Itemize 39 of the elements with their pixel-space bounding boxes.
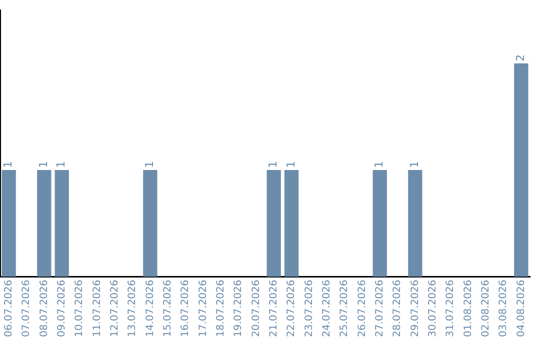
- x-tick-label: 21.07.2026: [268, 280, 280, 338]
- data-label: 1: [37, 161, 50, 168]
- x-tick-label: 08.07.2026: [38, 280, 50, 338]
- x-tick-label: 25.07.2026: [339, 280, 350, 338]
- data-label: 1: [408, 161, 422, 168]
- x-tick-label: 23.07.2026: [304, 280, 315, 338]
- x-tick-label: 30.07.2026: [427, 280, 438, 338]
- x-tick-label: 29.07.2026: [410, 280, 421, 338]
- x-tick-label: 14.07.2026: [144, 280, 156, 338]
- x-tick-label: 27.07.2026: [374, 280, 386, 338]
- x-tick-label: 12.07.2026: [109, 280, 120, 338]
- x-tick-label: 20.07.2026: [250, 280, 262, 338]
- x-tick-label: 06.07.2026: [3, 280, 14, 338]
- x-tick-label: 07.07.2026: [21, 280, 32, 338]
- x-tick-label: 10.07.2026: [74, 280, 86, 338]
- x-tick-label: 03.08.2026: [498, 280, 510, 338]
- data-label: 1: [372, 161, 386, 168]
- x-tick-label: 31.07.2026: [445, 280, 456, 338]
- x-tick-label: 24.07.2026: [321, 280, 332, 338]
- x-tick-label: 19.07.2026: [233, 280, 244, 338]
- x-tick-label: 15.07.2026: [162, 280, 174, 338]
- data-label: 2: [514, 54, 528, 62]
- x-tick-label: 28.07.2026: [392, 280, 404, 338]
- data-label: 1: [54, 161, 68, 168]
- x-tick-label: 22.07.2026: [286, 280, 298, 338]
- x-tick-label: 16.07.2026: [180, 280, 192, 338]
- x-tick-label: 17.07.2026: [198, 280, 209, 338]
- x-tick-label: 13.07.2026: [127, 280, 138, 338]
- x-tick-label: 02.08.2026: [480, 280, 492, 338]
- x-tick-label: 18.07.2026: [215, 280, 226, 338]
- x-tick-label: 01.08.2026: [462, 280, 474, 338]
- data-label: 1: [143, 161, 156, 168]
- data-label: 1: [2, 161, 15, 168]
- data-label: 1: [266, 161, 280, 168]
- x-tick-label: 26.07.2026: [356, 280, 368, 338]
- x-tick-label: 09.07.2026: [56, 280, 68, 338]
- data-label: 1: [284, 161, 298, 168]
- x-tick-label: 11.07.2026: [92, 280, 103, 338]
- x-tick-label: 04.08.2026: [516, 280, 527, 338]
